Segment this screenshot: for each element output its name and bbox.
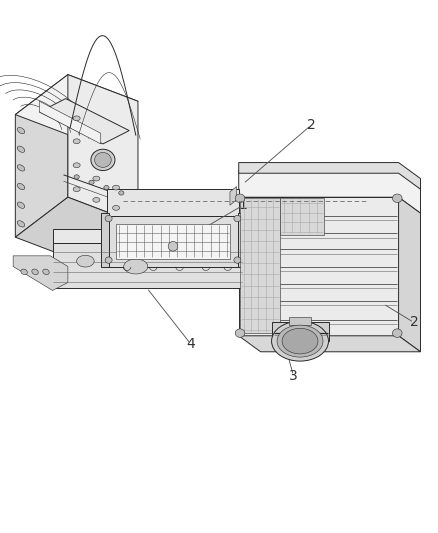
Polygon shape [13, 256, 68, 290]
Ellipse shape [277, 325, 323, 357]
Ellipse shape [73, 163, 80, 168]
Ellipse shape [104, 185, 109, 190]
Polygon shape [239, 171, 420, 213]
Polygon shape [272, 322, 328, 341]
Ellipse shape [392, 194, 402, 203]
Text: 2: 2 [307, 118, 315, 132]
Ellipse shape [392, 329, 402, 337]
Ellipse shape [21, 269, 27, 274]
Ellipse shape [105, 215, 112, 222]
Ellipse shape [18, 221, 25, 227]
Ellipse shape [93, 197, 100, 203]
Polygon shape [39, 101, 101, 144]
Ellipse shape [18, 127, 25, 134]
Ellipse shape [43, 269, 49, 274]
Ellipse shape [234, 215, 241, 222]
Text: 4: 4 [186, 337, 195, 351]
Polygon shape [107, 216, 239, 266]
Ellipse shape [73, 116, 80, 120]
Polygon shape [280, 198, 324, 235]
Ellipse shape [74, 175, 79, 179]
Ellipse shape [95, 152, 111, 167]
Polygon shape [230, 187, 237, 205]
Polygon shape [39, 99, 129, 144]
Polygon shape [101, 213, 109, 266]
Ellipse shape [119, 191, 124, 195]
Ellipse shape [18, 146, 25, 152]
Ellipse shape [93, 152, 100, 157]
Text: 3: 3 [289, 369, 298, 383]
Polygon shape [53, 243, 243, 288]
Text: 1: 1 [239, 198, 247, 212]
Polygon shape [399, 197, 420, 352]
Ellipse shape [89, 180, 94, 184]
Polygon shape [289, 317, 311, 325]
Ellipse shape [282, 328, 318, 354]
Ellipse shape [113, 185, 120, 190]
Ellipse shape [105, 257, 112, 263]
Polygon shape [239, 336, 420, 352]
Ellipse shape [235, 194, 245, 203]
Polygon shape [15, 75, 138, 141]
Ellipse shape [113, 205, 120, 211]
Polygon shape [116, 224, 230, 259]
Ellipse shape [124, 259, 148, 274]
Polygon shape [15, 197, 138, 264]
Ellipse shape [73, 139, 80, 144]
Ellipse shape [168, 241, 178, 251]
Ellipse shape [77, 255, 94, 267]
Polygon shape [239, 197, 399, 336]
Polygon shape [107, 189, 239, 216]
Ellipse shape [93, 176, 100, 181]
Ellipse shape [18, 202, 25, 208]
Ellipse shape [18, 183, 25, 190]
Ellipse shape [32, 269, 38, 274]
Ellipse shape [18, 165, 25, 171]
Text: 2: 2 [410, 316, 418, 329]
Ellipse shape [73, 187, 80, 191]
Polygon shape [53, 229, 243, 243]
Polygon shape [15, 75, 68, 237]
Polygon shape [68, 75, 138, 224]
Ellipse shape [272, 321, 328, 361]
Polygon shape [239, 163, 420, 189]
Polygon shape [238, 213, 245, 266]
Polygon shape [240, 198, 280, 333]
Ellipse shape [235, 329, 245, 337]
Ellipse shape [234, 257, 241, 263]
Ellipse shape [91, 149, 115, 171]
